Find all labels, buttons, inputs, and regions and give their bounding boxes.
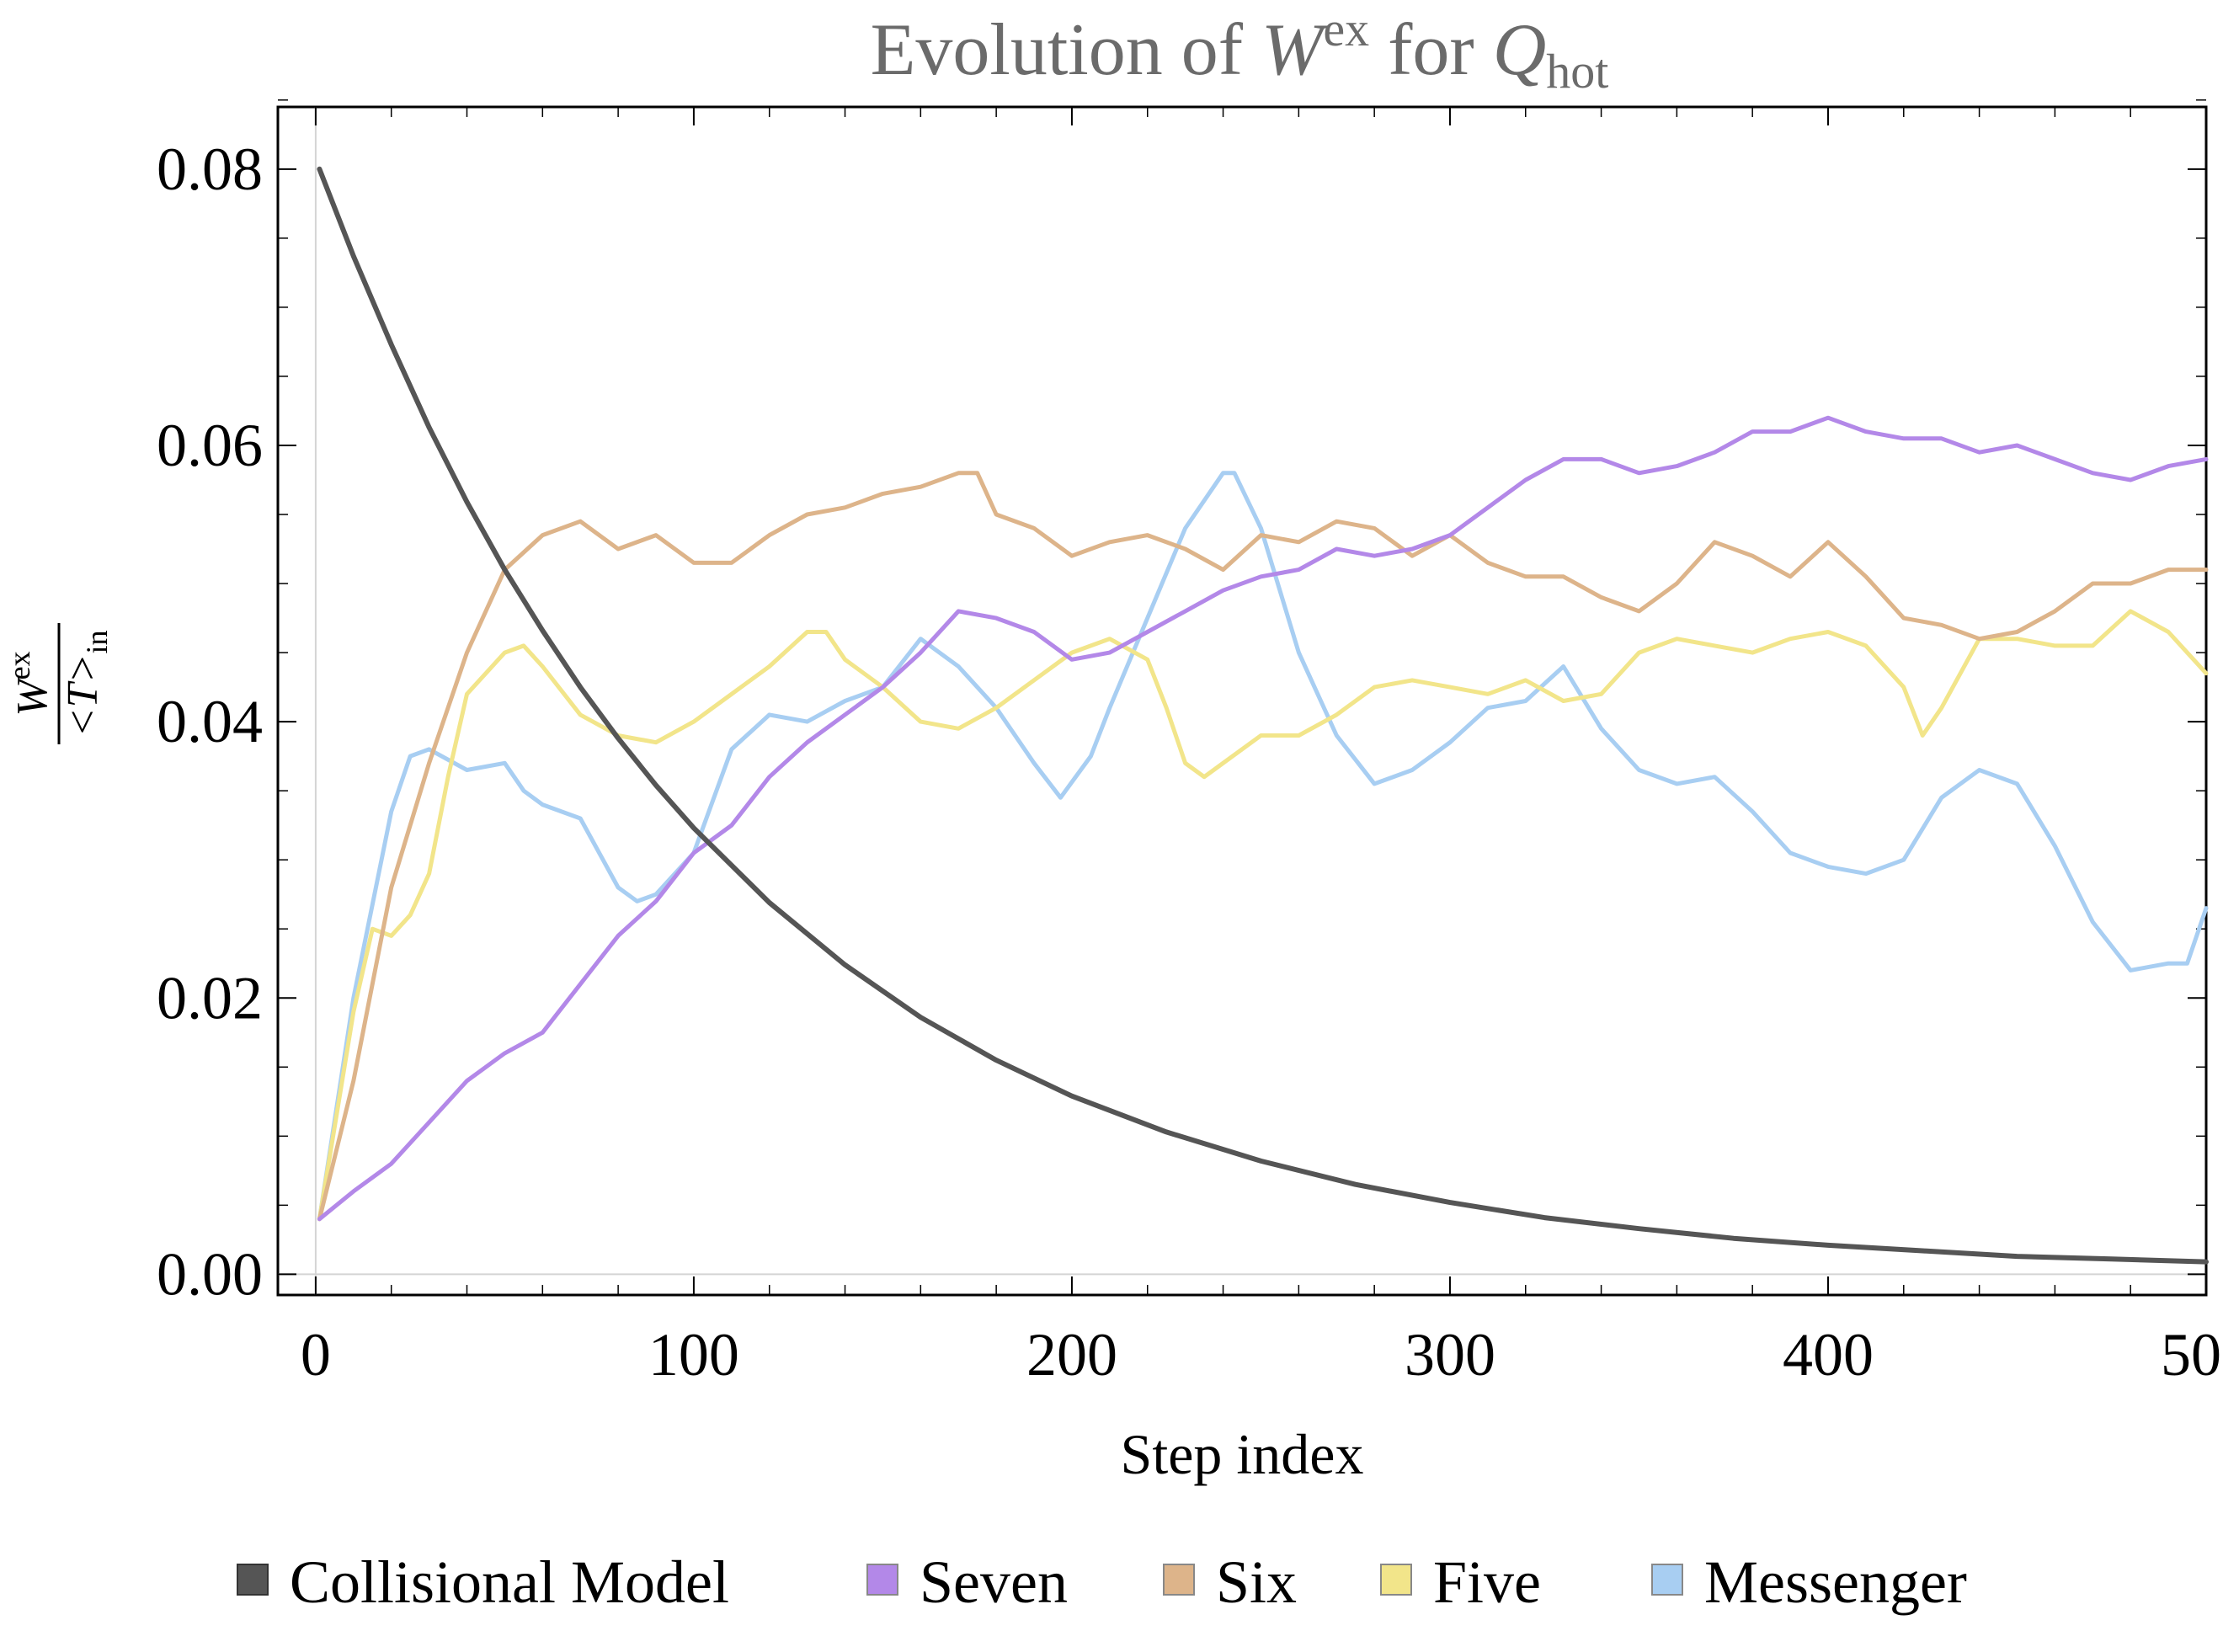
y-axis-label: Wex <T>in xyxy=(3,623,114,744)
x-tick-label: 500 xyxy=(2161,1321,2223,1388)
series-line-messenger xyxy=(317,471,2209,1222)
legend-label-collisional-model: Collisional Model xyxy=(290,1548,729,1616)
legend-swatch-six xyxy=(1163,1564,1195,1596)
legend-label-six: Six xyxy=(1216,1548,1297,1616)
x-axis-label: Step index xyxy=(1121,1422,1364,1486)
series-line-six xyxy=(317,471,2209,1222)
legend-swatch-seven xyxy=(866,1564,898,1596)
y-tick-label: 0.02 xyxy=(157,964,263,1031)
series-group xyxy=(317,166,2209,1265)
x-tick-label: 400 xyxy=(1783,1321,1874,1388)
y-tick-label: 0.04 xyxy=(157,688,263,755)
y-label-denominator: <T>in xyxy=(59,630,114,737)
legend-swatch-five xyxy=(1380,1564,1412,1596)
legend-label-messenger: Messenger xyxy=(1704,1548,1967,1616)
y-tick-label: 0.00 xyxy=(157,1240,263,1308)
x-tick-label: 0 xyxy=(301,1321,331,1388)
series-line-five xyxy=(317,609,2209,1222)
axis-ticks: 0 100 200 300 400 500 0.00 0.02 0.04 0.06 0.08 xyxy=(157,99,2223,1388)
y-tick-label: 0.08 xyxy=(157,136,263,203)
legend: Collisional Model Seven Six Five Messenger xyxy=(237,1548,1967,1616)
legend-label-five: Five xyxy=(1433,1548,1541,1616)
x-tick-label: 200 xyxy=(1026,1321,1117,1388)
legend-label-seven: Seven xyxy=(920,1548,1068,1616)
plot-frame xyxy=(276,105,2208,1297)
series-line-seven xyxy=(317,415,2209,1222)
y-tick-label: 0.06 xyxy=(157,412,263,479)
x-tick-label: 300 xyxy=(1405,1321,1495,1388)
x-tick-label: 100 xyxy=(648,1321,739,1388)
legend-swatch-messenger xyxy=(1651,1564,1683,1596)
series-line-collisional-model xyxy=(317,166,2209,1265)
chart-title: Evolution of Wex for Qhot xyxy=(871,2,1609,99)
zero-lines xyxy=(278,107,2206,1295)
y-label-numerator: Wex xyxy=(3,651,56,716)
legend-swatch-collisional-model xyxy=(237,1564,269,1596)
